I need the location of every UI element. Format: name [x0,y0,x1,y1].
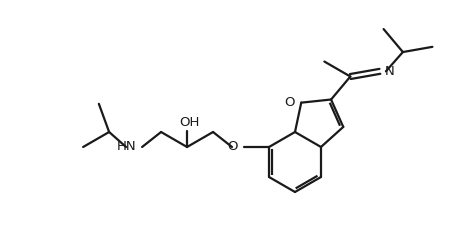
Text: O: O [227,141,238,153]
Text: N: N [384,65,394,78]
Text: HN: HN [116,141,136,153]
Text: O: O [284,96,295,109]
Text: OH: OH [179,116,199,129]
